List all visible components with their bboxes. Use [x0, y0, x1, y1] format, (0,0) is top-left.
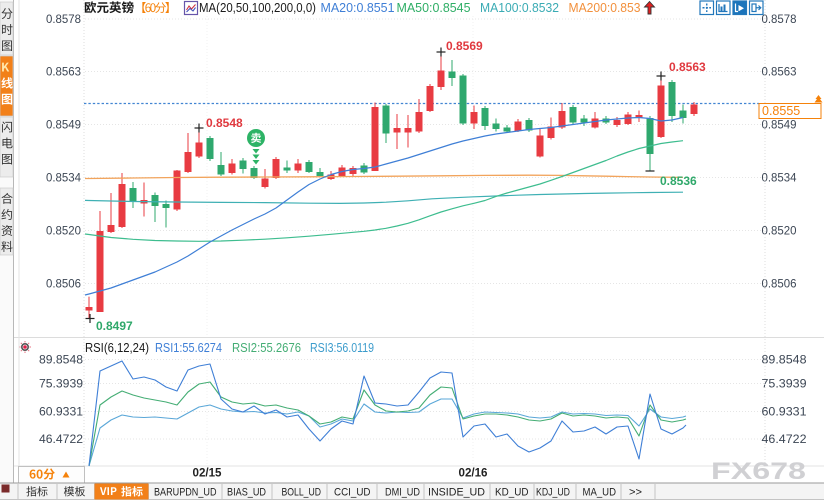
- svg-text:0.8497: 0.8497: [96, 319, 133, 333]
- svg-text:0.8536: 0.8536: [660, 174, 697, 188]
- svg-text:60.9331: 60.9331: [762, 405, 807, 419]
- svg-text:0.8563: 0.8563: [669, 60, 706, 74]
- svg-text:0.8563: 0.8563: [762, 65, 797, 79]
- svg-text:BARUPDN_UD: BARUPDN_UD: [154, 487, 217, 499]
- svg-text:MA100:0.8532: MA100:0.8532: [480, 1, 559, 15]
- svg-text:0.8520: 0.8520: [762, 224, 797, 238]
- svg-text:75.3939: 75.3939: [39, 377, 83, 391]
- svg-text:0.8578: 0.8578: [762, 12, 797, 26]
- svg-text:RSI3:56.0119: RSI3:56.0119: [310, 341, 374, 355]
- svg-text:0.8520: 0.8520: [46, 224, 81, 238]
- svg-text:BOLL_UD: BOLL_UD: [282, 487, 322, 499]
- svg-text:RSI1:55.6274: RSI1:55.6274: [155, 341, 222, 355]
- svg-text:0.8506: 0.8506: [762, 277, 797, 291]
- svg-text:46.4722: 46.4722: [39, 432, 83, 446]
- svg-text:0.8506: 0.8506: [46, 277, 81, 291]
- svg-text:FX678: FX678: [711, 458, 806, 485]
- svg-text:BIAS_UD: BIAS_UD: [227, 487, 266, 499]
- svg-text:RSI2:55.2676: RSI2:55.2676: [232, 341, 301, 355]
- svg-text:75.3939: 75.3939: [762, 377, 807, 391]
- svg-text:MA(20,50,100,200,0,0): MA(20,50,100,200,0,0): [199, 1, 316, 15]
- svg-text:DMI_UD: DMI_UD: [385, 487, 420, 499]
- svg-text:0.8534: 0.8534: [46, 171, 81, 185]
- svg-text:0.8549: 0.8549: [46, 118, 81, 132]
- svg-text:MA20:0.8551: MA20:0.8551: [321, 1, 395, 15]
- svg-text:RSI(6,12,24): RSI(6,12,24): [85, 341, 149, 355]
- svg-text:KD_UD: KD_UD: [495, 487, 529, 499]
- svg-text:>>: >>: [629, 487, 642, 499]
- svg-text:CCI_UD: CCI_UD: [334, 487, 371, 499]
- svg-text:0.8563: 0.8563: [46, 65, 81, 79]
- svg-text:89.8548: 89.8548: [39, 353, 83, 367]
- svg-text:MA200:0.853: MA200:0.853: [569, 1, 641, 15]
- svg-text:60.9331: 60.9331: [39, 405, 83, 419]
- svg-text:0.8548: 0.8548: [206, 116, 243, 130]
- svg-text:0.8549: 0.8549: [762, 118, 797, 132]
- svg-text:46.4722: 46.4722: [762, 432, 807, 446]
- svg-text:MA_UD: MA_UD: [583, 487, 617, 499]
- svg-text:02/15: 02/15: [193, 466, 222, 480]
- svg-text:02/16: 02/16: [459, 466, 488, 480]
- svg-text:89.8548: 89.8548: [762, 353, 807, 367]
- svg-text:KDJ_UD: KDJ_UD: [536, 487, 570, 499]
- svg-text:MA50:0.8545: MA50:0.8545: [397, 1, 471, 15]
- svg-text:0.8578: 0.8578: [46, 12, 81, 26]
- svg-text:0.8534: 0.8534: [762, 171, 797, 185]
- svg-text:0.8555: 0.8555: [762, 104, 800, 118]
- svg-text:0.8569: 0.8569: [446, 39, 483, 53]
- svg-text:INSIDE_UD: INSIDE_UD: [428, 487, 485, 499]
